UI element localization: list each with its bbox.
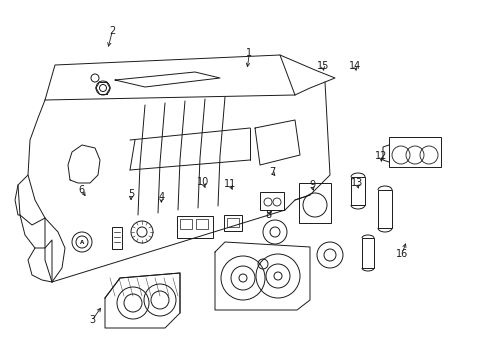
Text: 12: 12 (374, 150, 387, 161)
Bar (196, 219, 207, 229)
Text: 14: 14 (348, 60, 361, 71)
Text: 10: 10 (196, 177, 209, 187)
Bar (226, 218, 239, 227)
Text: 13: 13 (350, 178, 363, 188)
Bar (177, 216, 213, 238)
Text: A: A (80, 239, 84, 244)
Text: 11: 11 (223, 179, 236, 189)
Text: 9: 9 (308, 180, 314, 190)
Bar (298, 183, 330, 223)
Text: 5: 5 (128, 189, 134, 199)
Bar (377, 190, 391, 228)
Text: 3: 3 (89, 315, 95, 325)
Bar (112, 227, 122, 249)
Text: 7: 7 (268, 167, 274, 177)
Bar (350, 177, 364, 205)
Bar (361, 238, 373, 268)
Text: 8: 8 (264, 210, 270, 220)
Text: 4: 4 (158, 192, 164, 202)
Text: 2: 2 (109, 26, 115, 36)
Text: 1: 1 (246, 48, 252, 58)
Text: 6: 6 (79, 185, 84, 195)
Text: 15: 15 (316, 60, 328, 71)
Text: 16: 16 (395, 249, 407, 259)
Bar (180, 219, 192, 229)
Bar (224, 215, 242, 231)
Bar (260, 192, 284, 210)
Bar (388, 137, 440, 167)
